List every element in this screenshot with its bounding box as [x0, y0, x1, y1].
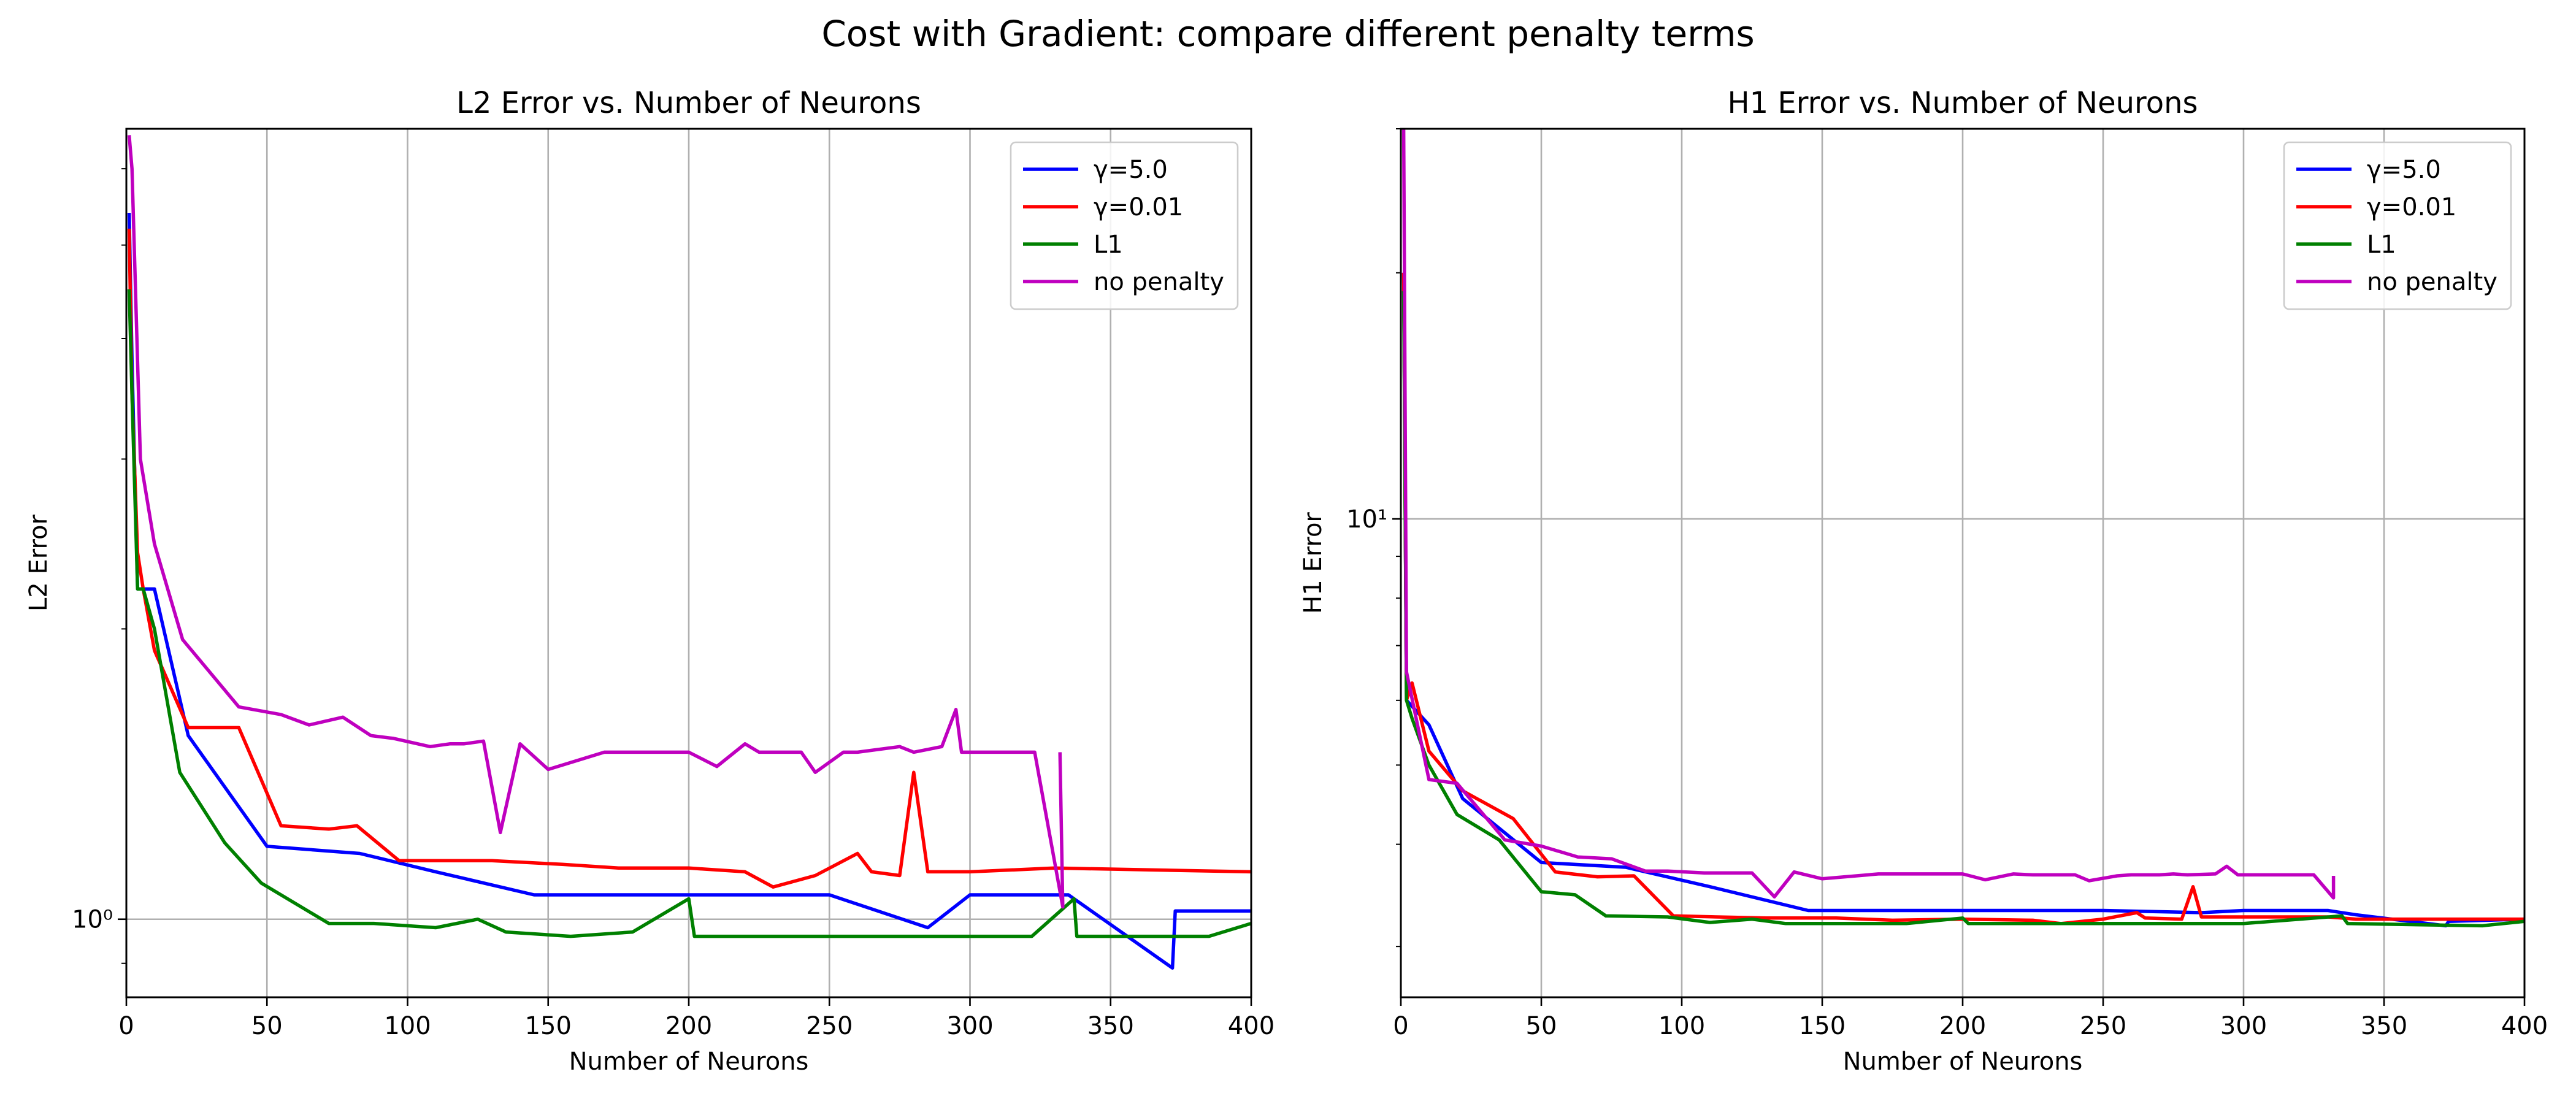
- x-tick-label: 400: [1228, 1012, 1275, 1040]
- y-axis-label: H1 Error: [1299, 512, 1327, 614]
- series-line--5-0: [127, 212, 1251, 970]
- series-line-l1: [1401, 291, 2524, 928]
- x-tick-label: 250: [806, 1012, 853, 1040]
- l2-error-chart: L2 Error vs. Number of Neurons 0 50 100 150 2…: [25, 86, 1275, 1076]
- h1-error-chart: H1 Error vs. Number of Neurons 0 50 100 150 2…: [1299, 86, 2548, 1076]
- x-tick-label: 400: [2501, 1012, 2548, 1040]
- x-tick-label: 350: [1087, 1012, 1134, 1040]
- legend: γ=5.0 γ=0.01 L1 no penalty: [2283, 141, 2512, 310]
- x-tick-label: 300: [946, 1012, 993, 1040]
- series-line--5-0: [1401, 272, 2524, 928]
- x-tick-label: 0: [1393, 1012, 1408, 1040]
- x-tick-label: 50: [1526, 1012, 1557, 1040]
- legend-box: [1010, 141, 1239, 310]
- y-tick-label: 10⁰: [72, 906, 113, 934]
- legend-label: γ=5.0: [2367, 156, 2441, 184]
- series-line-no-penalty: [127, 135, 1065, 909]
- series-line--0-01: [1401, 272, 2524, 926]
- x-tick-label: 300: [2220, 1012, 2267, 1040]
- legend-label: L1: [2367, 231, 2396, 259]
- legend-label: γ=0.01: [2367, 193, 2456, 221]
- series-line-no-penalty: [1401, 129, 2336, 900]
- x-tick-label: 100: [1658, 1012, 1705, 1040]
- series-line-l1: [127, 289, 1251, 938]
- x-tick-label: 100: [384, 1012, 431, 1040]
- series-lines: [1401, 129, 2524, 928]
- legend-box: [2283, 141, 2512, 310]
- chart-title: H1 Error vs. Number of Neurons: [1727, 86, 2198, 120]
- x-tick-label: 350: [2361, 1012, 2407, 1040]
- series-line--0-01: [127, 228, 1251, 889]
- x-tick-label: 200: [1939, 1012, 1986, 1040]
- legend-label: no penalty: [2367, 268, 2497, 296]
- x-tick-label: 0: [118, 1012, 134, 1040]
- x-axis-label: Number of Neurons: [1843, 1048, 2083, 1076]
- x-tick-label: 150: [525, 1012, 572, 1040]
- legend-label: no penalty: [1094, 268, 1224, 296]
- legend-label: γ=5.0: [1094, 156, 1168, 184]
- legend-label: γ=0.01: [1094, 193, 1183, 221]
- x-axis-label: Number of Neurons: [569, 1048, 809, 1076]
- figure-title: Cost with Gradient: compare different pe…: [821, 13, 1754, 55]
- x-tick-label: 200: [665, 1012, 712, 1040]
- x-tick-label: 250: [2080, 1012, 2126, 1040]
- y-axis-label: L2 Error: [25, 514, 53, 611]
- y-tick-label: 10¹: [1346, 505, 1387, 534]
- legend-label: L1: [1094, 231, 1123, 259]
- x-tick-label: 50: [251, 1012, 283, 1040]
- series-lines: [127, 135, 1251, 970]
- x-tick-label: 150: [1799, 1012, 1846, 1040]
- legend: γ=5.0 γ=0.01 L1 no penalty: [1010, 141, 1239, 310]
- chart-title: L2 Error vs. Number of Neurons: [456, 86, 921, 120]
